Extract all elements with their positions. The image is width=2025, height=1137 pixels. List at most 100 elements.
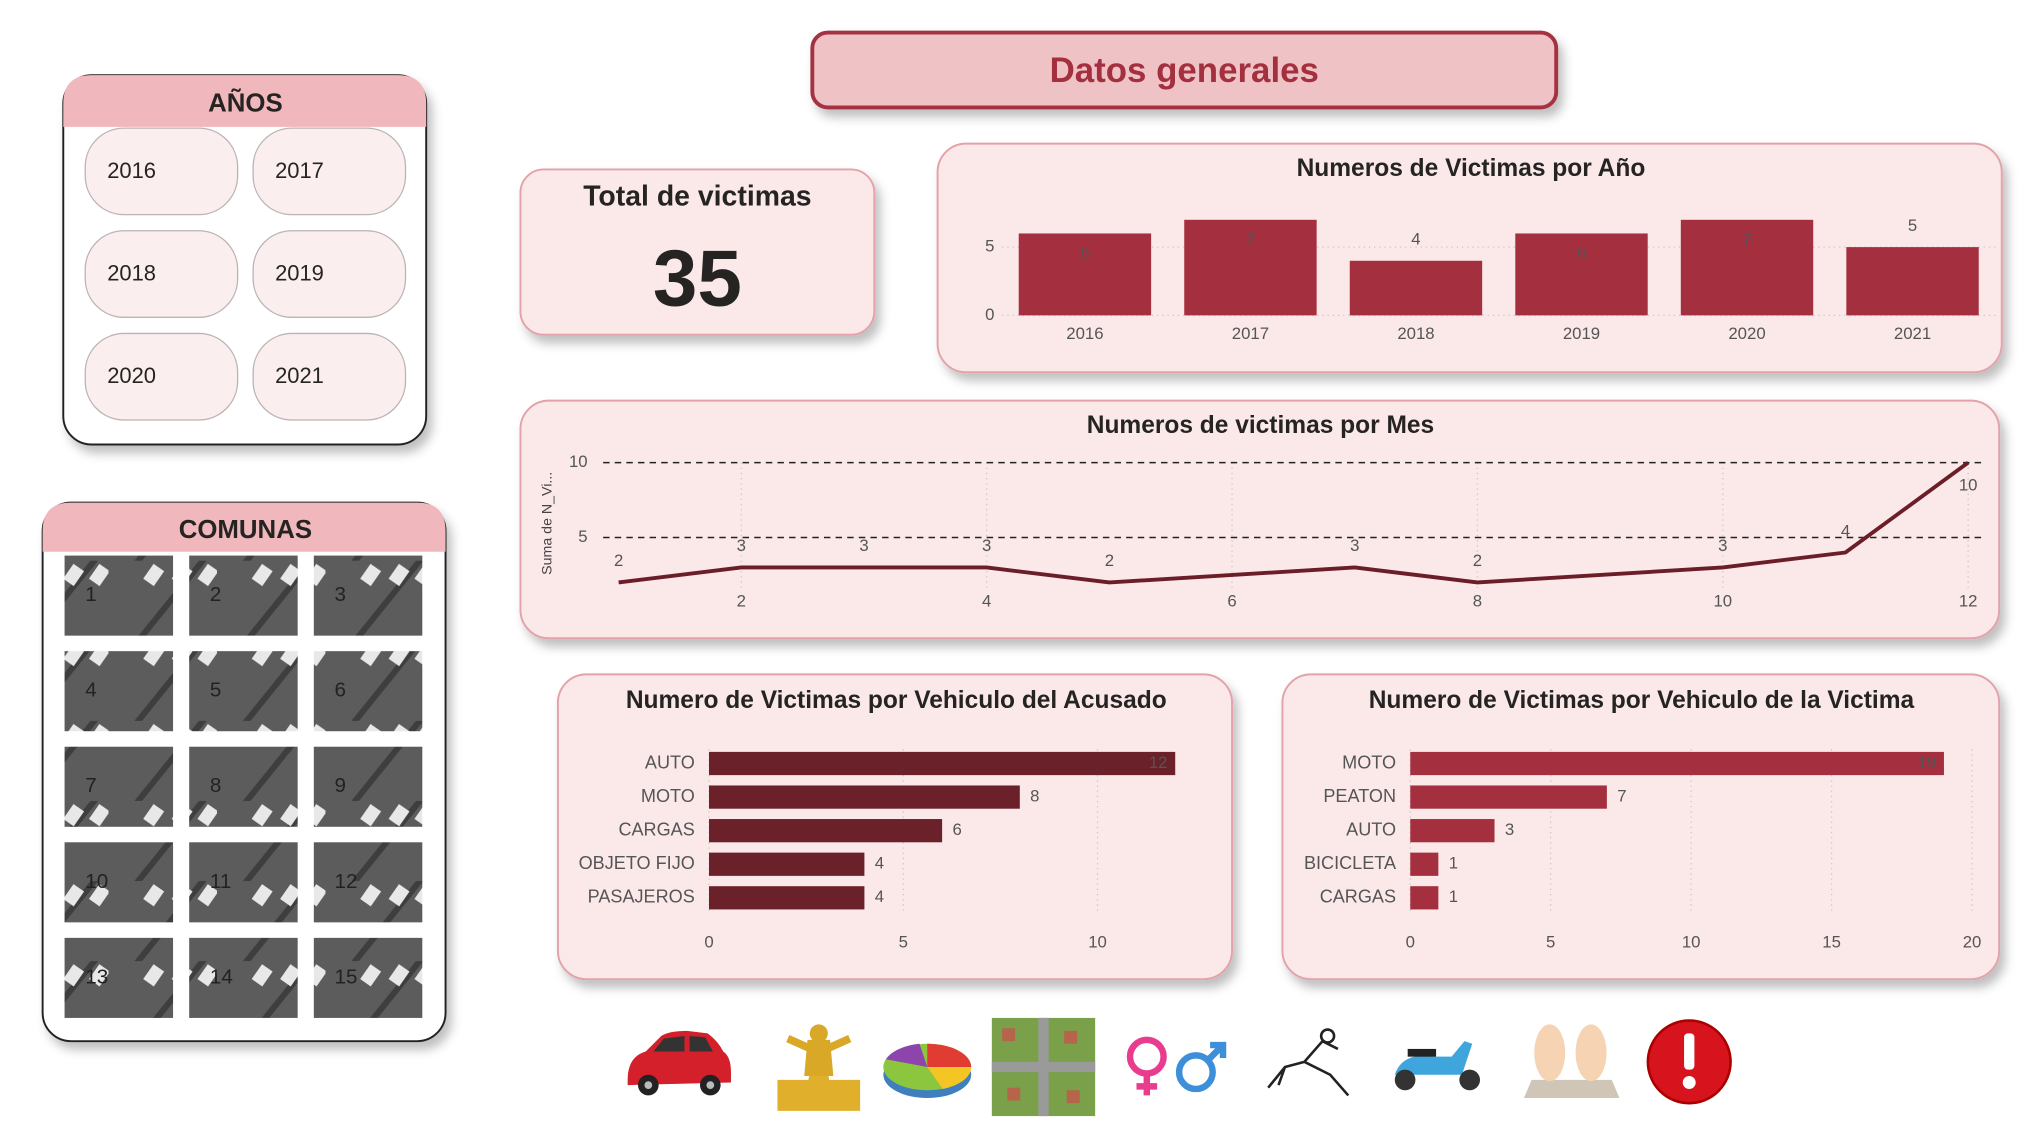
- comuna-label[interactable]: 11: [210, 870, 231, 893]
- page-title: Datos generales: [1050, 51, 1319, 90]
- x-tick-label: 8: [1473, 592, 1482, 611]
- slicer-item[interactable]: 2018: [107, 260, 156, 285]
- slicer-item[interactable]: 2017: [275, 158, 324, 183]
- bar: [1410, 886, 1439, 910]
- bar: [709, 751, 1176, 776]
- comuna-tile[interactable]: [64, 555, 174, 636]
- comuna-label[interactable]: 4: [85, 679, 97, 702]
- x-tick-label: 0: [1406, 932, 1415, 951]
- chart-title: Numero de Victimas por Vehiculo del Acus…: [626, 687, 1167, 714]
- x-tick-label: 6: [1227, 592, 1236, 611]
- value-label: 3: [737, 536, 746, 555]
- comuna-tile[interactable]: [313, 937, 423, 1018]
- comuna-tile[interactable]: [64, 746, 174, 827]
- slicer-button[interactable]: [252, 127, 407, 216]
- icon-city: [991, 1017, 1096, 1117]
- value-label: 3: [1505, 820, 1514, 839]
- value-label: 8: [1030, 787, 1039, 806]
- comuna-label[interactable]: 6: [334, 679, 346, 702]
- x-tick-label: 2021: [1894, 324, 1931, 343]
- comuna-label[interactable]: 7: [85, 774, 97, 797]
- x-tick-label: 10: [1713, 592, 1732, 611]
- comuna-label[interactable]: 2: [210, 583, 222, 606]
- y-tick-label: 10: [569, 452, 588, 471]
- bar: [1410, 751, 1944, 776]
- value-label: 5: [1908, 216, 1917, 235]
- y-tick-label: MOTO: [1342, 752, 1396, 772]
- bar: [709, 785, 1020, 809]
- x-tick-label: 4: [982, 592, 991, 611]
- comuna-tile[interactable]: [313, 651, 423, 732]
- value-label: 2: [1105, 551, 1114, 570]
- x-tick-label: 5: [1546, 932, 1555, 951]
- comuna-label[interactable]: 5: [210, 679, 222, 702]
- bar: [1349, 260, 1483, 316]
- chart-title: Numeros de Victimas por Año: [1297, 155, 1646, 182]
- value-label: 4: [875, 854, 884, 873]
- y-tick-label: CARGAS: [618, 819, 694, 839]
- comuna-tile[interactable]: [313, 746, 423, 827]
- value-label: 3: [982, 536, 991, 555]
- kpi-card: [519, 168, 876, 336]
- value-label: 10: [1959, 475, 1978, 494]
- slicer-item[interactable]: 2021: [275, 363, 324, 388]
- slicer-button[interactable]: [252, 332, 407, 421]
- comuna-label[interactable]: 12: [334, 870, 357, 893]
- icon-outline: [1267, 1028, 1350, 1097]
- comuna-tile[interactable]: [64, 842, 174, 923]
- x-tick-label: 2017: [1232, 324, 1269, 343]
- slicer-button[interactable]: [252, 230, 407, 318]
- slicer-header: [42, 502, 446, 552]
- slicer-item[interactable]: 2019: [275, 260, 324, 285]
- chart-title: Numeros de victimas por Mes: [1087, 412, 1434, 439]
- comuna-label[interactable]: 15: [334, 965, 357, 988]
- comuna-tile[interactable]: [313, 842, 423, 923]
- slicer-title: AÑOS: [208, 88, 283, 118]
- kpi-value: 35: [653, 234, 742, 323]
- comuna-tile[interactable]: [189, 746, 298, 827]
- slicer-button[interactable]: [84, 127, 239, 216]
- comuna-tile[interactable]: [189, 555, 298, 636]
- y-tick-label: 5: [985, 237, 994, 256]
- comuna-tile[interactable]: [64, 651, 174, 732]
- comuna-label[interactable]: 8: [210, 774, 222, 797]
- y-tick-label: MOTO: [641, 786, 695, 806]
- y-tick-label: OBJETO FIJO: [579, 853, 695, 873]
- bar: [709, 886, 865, 910]
- bar: [1184, 219, 1317, 316]
- comuna-tile[interactable]: [189, 937, 298, 1018]
- comuna-tile[interactable]: [64, 937, 174, 1018]
- icon-alert: [1646, 1019, 1732, 1105]
- slicer-item[interactable]: 2020: [107, 363, 156, 388]
- slicer-button[interactable]: [84, 230, 239, 318]
- icon-gender: [1126, 1036, 1227, 1096]
- bar: [709, 819, 943, 843]
- comuna-tile[interactable]: [189, 842, 298, 923]
- comuna-label[interactable]: 3: [334, 583, 346, 606]
- comuna-label[interactable]: 13: [85, 965, 108, 988]
- slicer-button[interactable]: [84, 332, 239, 421]
- comuna-label[interactable]: 9: [334, 774, 346, 797]
- comuna-tile[interactable]: [313, 555, 423, 636]
- bar: [1846, 247, 1979, 316]
- value-label: 2: [1473, 551, 1482, 570]
- value-label: 1: [1449, 887, 1458, 906]
- chart-card: [1281, 673, 2001, 981]
- value-label: 7: [1742, 230, 1751, 249]
- comuna-tile[interactable]: [189, 651, 298, 732]
- slicer-item[interactable]: 2016: [107, 158, 156, 183]
- x-tick-label: 0: [704, 932, 713, 951]
- x-tick-label: 2019: [1563, 324, 1600, 343]
- comuna-label[interactable]: 10: [85, 870, 108, 893]
- y-tick-label: PEATON: [1323, 786, 1396, 806]
- comuna-label[interactable]: 14: [210, 965, 233, 988]
- y-tick-label: AUTO: [645, 752, 695, 772]
- x-tick-label: 5: [899, 932, 908, 951]
- x-tick-label: 12: [1959, 592, 1978, 611]
- bar: [1410, 852, 1439, 876]
- series-line: [618, 461, 1970, 585]
- x-tick-label: 2018: [1397, 324, 1434, 343]
- value-label: 3: [859, 536, 868, 555]
- comuna-label[interactable]: 1: [85, 583, 97, 606]
